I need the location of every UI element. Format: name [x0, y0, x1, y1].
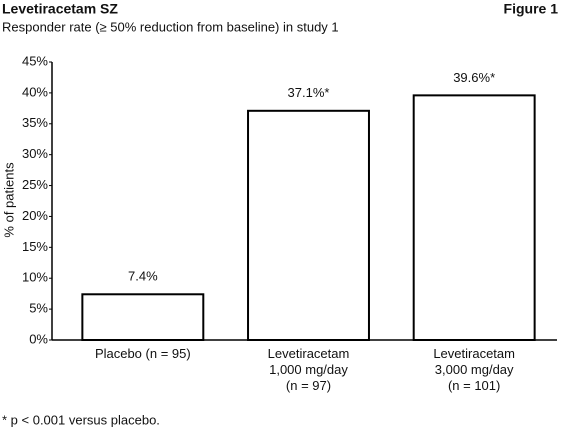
- y-tick-label: 45%: [22, 53, 48, 68]
- value-label: 7.4%: [128, 269, 158, 284]
- y-tick-label: 0%: [29, 331, 48, 346]
- figure-label: Figure 1: [504, 1, 559, 17]
- chart-title: Levetiracetam SZ: [2, 1, 118, 17]
- y-tick-label: 10%: [22, 270, 48, 285]
- y-tick-label: 30%: [22, 146, 48, 161]
- bar: [81, 293, 205, 342]
- value-label: 37.1%*: [288, 85, 330, 100]
- x-tick-label: Placebo (n = 95): [95, 346, 191, 361]
- bar: [247, 109, 370, 341]
- bar: [412, 94, 536, 341]
- y-tick-label: 35%: [22, 115, 48, 130]
- value-label: 39.6%*: [453, 70, 495, 85]
- x-tick-label: Levetiracetam 3,000 mg/day (n = 101): [433, 346, 515, 393]
- y-tick-label: 15%: [22, 239, 48, 254]
- chart-subtitle: Responder rate (≥ 50% reduction from bas…: [2, 19, 339, 34]
- y-tick-label: 25%: [22, 177, 48, 192]
- y-tick-label: 5%: [29, 301, 48, 316]
- x-tick-label: Levetiracetam 1,000 mg/day (n = 97): [268, 346, 350, 393]
- y-axis-label: % of patients: [1, 162, 16, 238]
- y-tick-label: 40%: [22, 84, 48, 99]
- footnote: * p < 0.001 versus placebo.: [2, 412, 160, 427]
- y-tick-label: 20%: [22, 208, 48, 223]
